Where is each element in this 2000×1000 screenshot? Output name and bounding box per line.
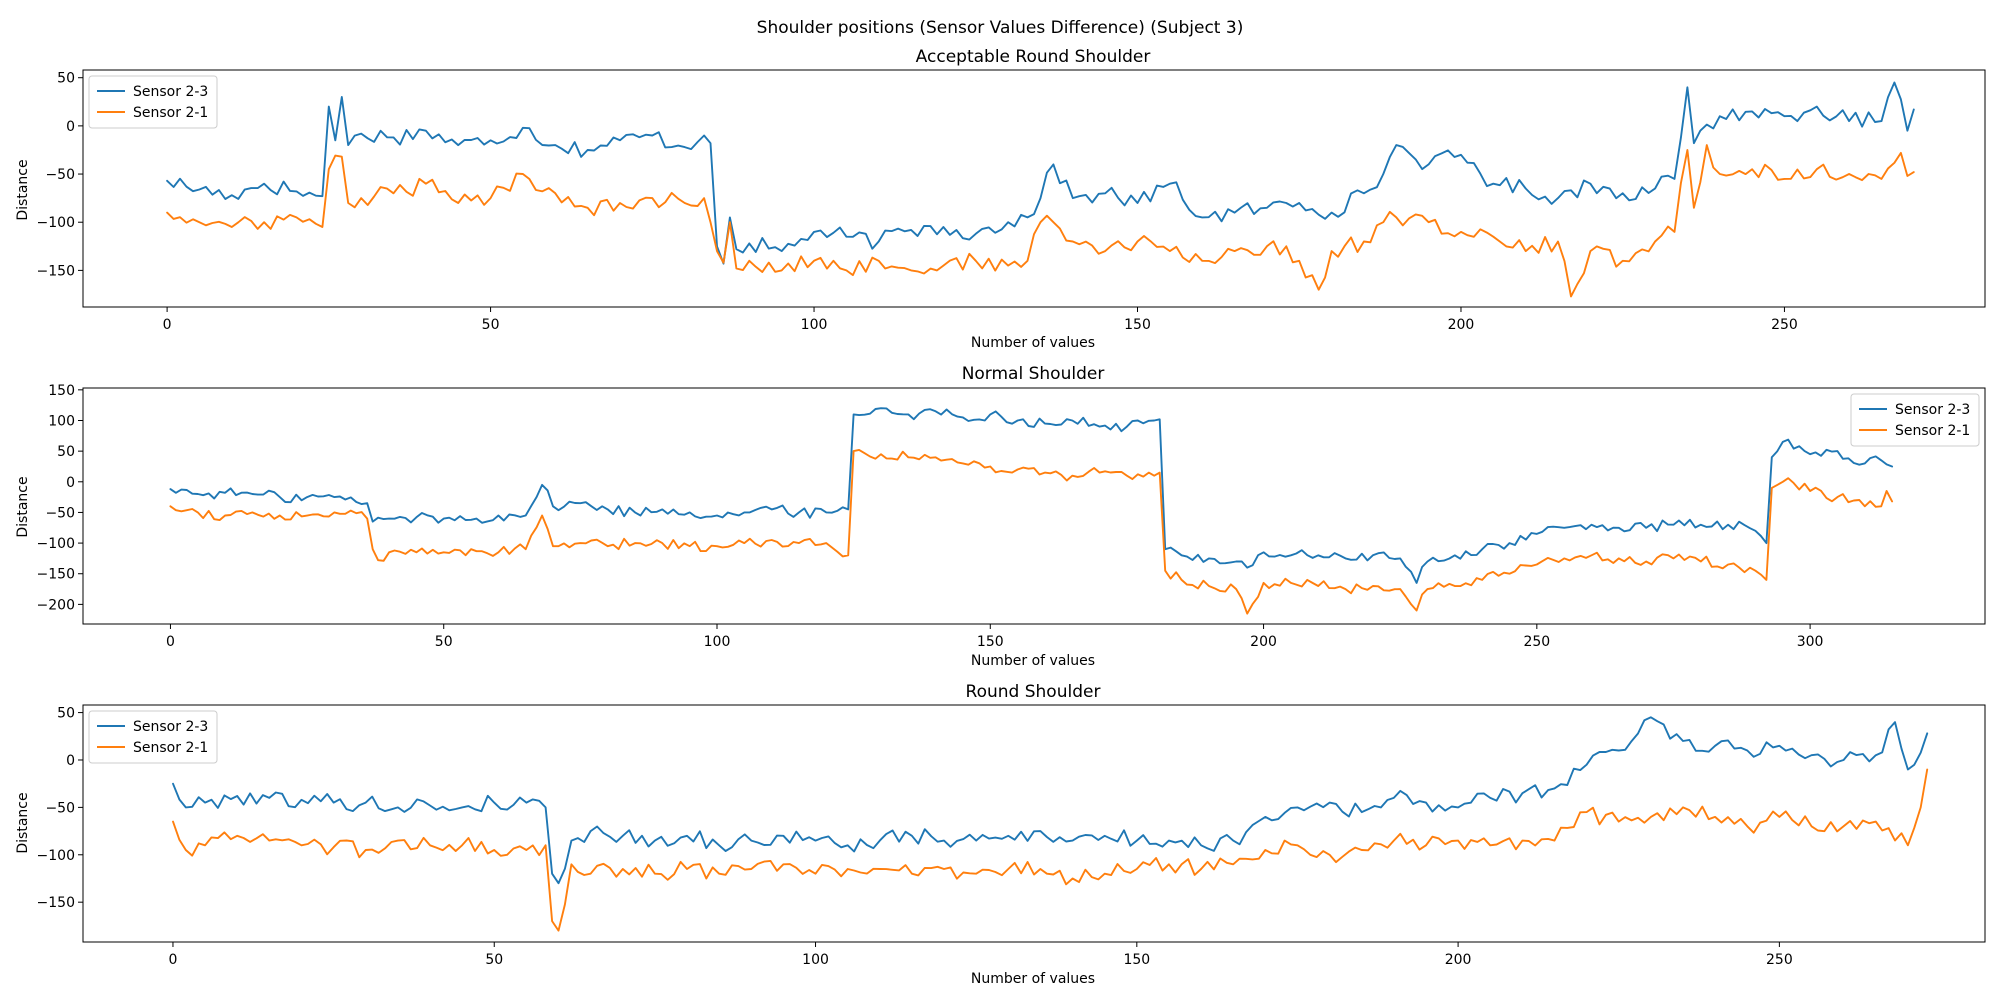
x-tick-label: 100 — [704, 634, 731, 650]
axes-frame — [82, 704, 1986, 943]
legend: Sensor 2-3 Sensor 2-1 — [88, 710, 218, 764]
legend-label: Sensor 2-1 — [133, 740, 208, 756]
y-axis-label: Distance — [15, 159, 31, 220]
subplot-title: Acceptable Round Shoulder — [916, 47, 1151, 67]
legend-label: Sensor 2-1 — [1895, 423, 1970, 439]
legend: Sensor 2-3 Sensor 2-1 — [88, 75, 218, 129]
series-line-sensor-2-1 — [172, 768, 1929, 932]
legend-label: Sensor 2-1 — [133, 105, 208, 121]
y-tick-label: 0 — [66, 753, 75, 769]
x-tick-label: 100 — [801, 317, 828, 333]
y-axis-label: Distance — [15, 476, 31, 537]
y-tick-label: 0 — [66, 119, 75, 135]
x-axis-label: Number of values — [971, 335, 1095, 351]
x-axis-label: Number of values — [971, 971, 1095, 987]
x-tick-label: 150 — [977, 634, 1004, 650]
series-line-sensor-2-3 — [172, 716, 1929, 885]
subplot-acceptable-round-shoulder: Acceptable Round Shoulder Number of valu… — [15, 47, 1986, 351]
plot-lines — [169, 407, 1894, 615]
x-tick-label: 150 — [1124, 317, 1151, 333]
x-tick-label: 250 — [1771, 317, 1798, 333]
x-tick-label: 200 — [1445, 952, 1472, 968]
y-tick-label: 100 — [48, 413, 75, 429]
subplot-title: Round Shoulder — [966, 682, 1101, 702]
legend-box — [1850, 393, 1980, 447]
x-tick-label: 0 — [163, 317, 172, 333]
series-line-sensor-2-3 — [166, 81, 1915, 265]
x-tick-label: 250 — [1523, 634, 1550, 650]
plot-lines — [166, 81, 1915, 298]
y-tick-label: −50 — [45, 167, 75, 183]
x-tick-label: 100 — [802, 952, 829, 968]
y-tick-label: −100 — [37, 536, 75, 552]
y-tick-label: 50 — [57, 71, 75, 87]
y-tick-label: −150 — [37, 263, 75, 279]
y-tick-label: −150 — [37, 567, 75, 583]
subplot-normal-shoulder: Normal Shoulder Number of values Distanc… — [15, 364, 1986, 669]
y-tick-label: −50 — [45, 800, 75, 816]
subplot-round-shoulder: Round Shoulder Number of values Distance… — [15, 682, 1986, 987]
x-tick-label: 200 — [1250, 634, 1277, 650]
axes-frame — [82, 69, 1986, 308]
x-tick-label: 150 — [1123, 952, 1150, 968]
plot-lines — [172, 716, 1929, 932]
y-tick-label: −150 — [37, 895, 75, 911]
series-line-sensor-2-3 — [169, 407, 1894, 584]
y-tick-label: −200 — [37, 597, 75, 613]
series-line-sensor-2-1 — [169, 448, 1894, 615]
y-tick-label: −50 — [45, 505, 75, 521]
axes-frame — [82, 387, 1986, 625]
y-tick-label: 0 — [66, 475, 75, 491]
x-tick-label: 200 — [1448, 317, 1475, 333]
x-tick-label: 0 — [168, 952, 177, 968]
x-tick-label: 250 — [1766, 952, 1793, 968]
x-tick-label: 50 — [435, 634, 453, 650]
legend-label: Sensor 2-3 — [1895, 402, 1970, 418]
subplot-title: Normal Shoulder — [962, 364, 1105, 384]
legend-box — [88, 710, 218, 764]
x-tick-label: 300 — [1797, 634, 1824, 650]
series-line-sensor-2-1 — [166, 144, 1915, 298]
y-tick-label: 50 — [57, 706, 75, 722]
legend-label: Sensor 2-3 — [133, 84, 208, 100]
y-tick-label: −100 — [37, 215, 75, 231]
legend: Sensor 2-3 Sensor 2-1 — [1850, 393, 1980, 447]
x-axis-label: Number of values — [971, 653, 1095, 669]
x-tick-label: 50 — [485, 952, 503, 968]
legend-label: Sensor 2-3 — [133, 719, 208, 735]
y-tick-label: 150 — [48, 383, 75, 399]
y-tick-label: −100 — [37, 848, 75, 864]
x-tick-label: 50 — [482, 317, 500, 333]
y-tick-label: 50 — [57, 444, 75, 460]
figure-suptitle: Shoulder positions (Sensor Values Differ… — [757, 18, 1244, 38]
y-axis-label: Distance — [15, 792, 31, 853]
legend-box — [88, 75, 218, 129]
x-tick-label: 0 — [166, 634, 175, 650]
